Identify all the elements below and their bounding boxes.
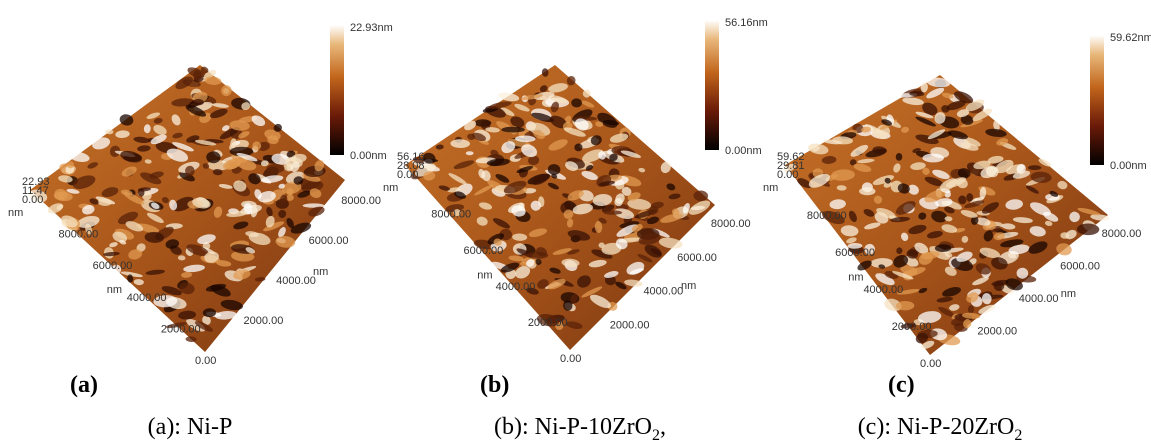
left-tick-label: 2000.00 bbox=[161, 323, 201, 335]
right-tick-label: 6000.00 bbox=[677, 252, 717, 264]
right-tick-label: 8000.00 bbox=[341, 195, 381, 207]
surface-feature bbox=[922, 154, 944, 163]
surface-feature bbox=[466, 151, 474, 155]
right-tick-label: 4000.00 bbox=[1019, 293, 1059, 305]
right-tick-label: 2000.00 bbox=[977, 325, 1017, 337]
left-axis-unit: nm bbox=[848, 272, 863, 284]
left-tick-label: 0.00 bbox=[920, 358, 941, 370]
z-axis-unit: nm bbox=[763, 182, 778, 194]
left-tick-label: 0.00 bbox=[560, 353, 581, 365]
colorbar-min: 0.00nm bbox=[350, 150, 387, 162]
left-tick-label: 4000.00 bbox=[127, 292, 167, 304]
left-tick-label: 4000.00 bbox=[496, 281, 536, 293]
right-tick-label: 8000.00 bbox=[1102, 228, 1142, 240]
z-tick-label: 0.00 bbox=[777, 169, 798, 181]
caption: (b): Ni-P-10ZrO2, bbox=[494, 414, 666, 444]
right-tick-label: 2000.00 bbox=[244, 315, 284, 327]
right-axis-unit: nm bbox=[681, 280, 696, 292]
left-tick-label: 8000.00 bbox=[59, 229, 99, 241]
colorbar bbox=[705, 20, 719, 150]
colorbar-max: 22.93nm bbox=[350, 22, 393, 34]
surface-feature bbox=[859, 187, 875, 195]
z-tick-label: 0.00 bbox=[22, 194, 43, 206]
z-tick-label: 0.00 bbox=[397, 169, 418, 181]
left-tick-label: 6000.00 bbox=[463, 245, 503, 257]
right-tick-label: 2000.00 bbox=[610, 319, 650, 331]
colorbar bbox=[330, 25, 344, 155]
left-axis-unit: nm bbox=[477, 269, 492, 281]
caption-subscript: 2 bbox=[652, 427, 660, 444]
surface-feature bbox=[603, 210, 622, 214]
caption-text: (b): Ni-P-10ZrO bbox=[494, 414, 652, 440]
left-tick-label: 2000.00 bbox=[892, 321, 932, 333]
left-tick-label: 8000.00 bbox=[431, 209, 471, 221]
surface-feature bbox=[966, 193, 973, 202]
colorbar-min: 0.00nm bbox=[1110, 160, 1147, 172]
panel-label: (c) bbox=[888, 372, 915, 398]
surface-feature bbox=[501, 127, 525, 133]
caption: (c): Ni-P-20ZrO2 bbox=[858, 414, 1023, 444]
left-tick-label: 0.00 bbox=[195, 355, 216, 367]
right-tick-label: 8000.00 bbox=[711, 218, 751, 230]
caption-text: (c): Ni-P-20ZrO bbox=[858, 414, 1015, 440]
right-tick-label: 4000.00 bbox=[276, 275, 316, 287]
panel-label: (a) bbox=[70, 372, 98, 398]
caption-subscript: 2 bbox=[1014, 427, 1022, 444]
caption: (a): Ni-P bbox=[148, 414, 233, 440]
colorbar-max: 59.62nm bbox=[1110, 32, 1151, 44]
right-tick-label: 6000.00 bbox=[309, 235, 349, 247]
right-tick-label: 4000.00 bbox=[643, 286, 683, 298]
right-axis-unit: nm bbox=[1061, 288, 1076, 300]
left-tick-label: 4000.00 bbox=[863, 284, 903, 296]
colorbar bbox=[1090, 35, 1104, 165]
colorbar-max: 56.16nm bbox=[725, 17, 768, 29]
figure: 22.93nm0.00nm22.9311.470.00nm8000.006000… bbox=[0, 0, 1151, 448]
left-tick-label: 2000.00 bbox=[528, 317, 568, 329]
panel-label: (b) bbox=[480, 372, 509, 398]
left-tick-label: 6000.00 bbox=[835, 247, 875, 259]
caption-text: (a): Ni-P bbox=[148, 414, 233, 440]
surface-feature bbox=[526, 252, 548, 259]
caption-tail: , bbox=[660, 414, 666, 440]
right-tick-label: 6000.00 bbox=[1060, 260, 1100, 272]
colorbar-min: 0.00nm bbox=[725, 145, 762, 157]
z-axis-unit: nm bbox=[383, 182, 398, 194]
z-axis-unit: nm bbox=[8, 207, 23, 219]
left-axis-unit: nm bbox=[107, 284, 122, 296]
left-tick-label: 8000.00 bbox=[807, 210, 847, 222]
surface-feature bbox=[1028, 165, 1041, 170]
left-tick-label: 6000.00 bbox=[93, 260, 133, 272]
right-axis-unit: nm bbox=[313, 266, 328, 278]
